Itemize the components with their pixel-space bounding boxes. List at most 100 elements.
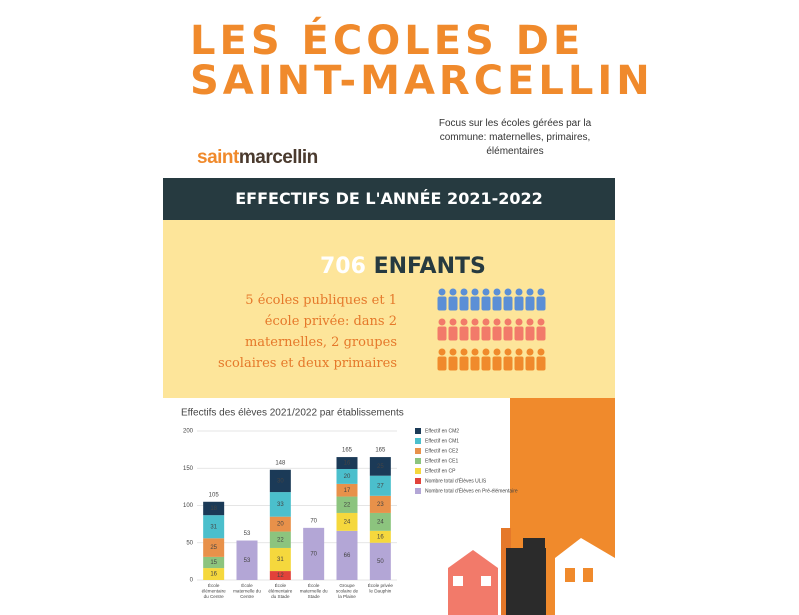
person-icon <box>526 288 534 296</box>
total-label: 105 <box>209 492 220 498</box>
data-label: 23 <box>377 502 384 508</box>
data-label: 70 <box>310 552 317 558</box>
bar-segment <box>269 547 291 572</box>
data-label: 24 <box>377 519 384 525</box>
legend-swatch <box>415 468 421 474</box>
legend-label: Effectif en CE2 <box>425 448 458 454</box>
person-icon <box>459 326 469 341</box>
person-icon <box>515 318 523 326</box>
description: 5 écoles publiques et 1 école privée: da… <box>218 293 397 371</box>
person-icon <box>437 296 447 311</box>
person-icon <box>449 288 457 296</box>
subtitle: Focus sur les écoles gérées par la commu… <box>438 118 592 157</box>
person-icon <box>504 348 512 356</box>
data-label: 31 <box>277 557 284 563</box>
person-icon <box>448 326 458 341</box>
data-label: 66 <box>344 553 351 559</box>
person-icon <box>482 288 490 296</box>
legend-label: Effectif en CP <box>425 468 456 474</box>
y-tick-label: 200 <box>183 429 194 435</box>
person-icon <box>481 356 491 371</box>
legend-swatch <box>415 488 421 494</box>
data-label: 25 <box>377 464 384 470</box>
bar-segment <box>303 527 325 580</box>
person-icon <box>470 326 480 341</box>
total-label: 165 <box>375 448 386 454</box>
bar-segment <box>269 516 291 532</box>
total-label: 148 <box>275 460 286 466</box>
person-icon <box>525 296 535 311</box>
person-icon <box>537 318 545 326</box>
total-label: 70 <box>310 518 317 524</box>
count-number: 706 <box>320 254 366 279</box>
person-icon <box>514 326 524 341</box>
bar-segment <box>369 457 391 476</box>
person-icon <box>504 318 512 326</box>
chart-title: Effectifs des élèves 2021/2022 par établ… <box>181 408 404 419</box>
person-icon <box>481 326 491 341</box>
buildings <box>448 538 615 615</box>
person-icon <box>448 356 458 371</box>
person-icon <box>493 318 501 326</box>
data-label: 18 <box>210 506 217 512</box>
legend-swatch <box>415 438 421 444</box>
data-label: 16 <box>377 534 384 540</box>
person-icon <box>481 296 491 311</box>
bar-segment <box>336 530 358 580</box>
person-icon <box>459 356 469 371</box>
bar-segment <box>203 515 225 539</box>
data-label: 50 <box>377 559 384 565</box>
data-label: 16 <box>210 572 217 578</box>
bar-segment <box>203 538 225 557</box>
person-icon <box>514 296 524 311</box>
person-icon <box>482 318 490 326</box>
person-icon <box>503 326 513 341</box>
person-icon <box>492 296 502 311</box>
bar-segment <box>269 571 291 580</box>
data-label: 20 <box>344 474 351 480</box>
data-label: 15 <box>210 560 217 566</box>
person-icon <box>471 348 479 356</box>
person-icon <box>525 326 535 341</box>
person-icon <box>438 318 446 326</box>
person-icon <box>493 288 501 296</box>
logo: saintmarcellin <box>197 147 318 169</box>
data-label: 24 <box>344 519 351 525</box>
data-label: 33 <box>277 502 284 508</box>
title: SAINT-MARCELLIN <box>190 58 654 104</box>
person-icon <box>526 348 534 356</box>
person-icon <box>460 318 468 326</box>
bar-segment <box>269 531 291 548</box>
person-icon <box>536 296 546 311</box>
bar-segment <box>269 469 291 493</box>
legend-label: Nombre total d'Élèves en Pré-élémentaire <box>425 487 518 494</box>
data-label: 27 <box>377 483 384 489</box>
person-icon <box>493 348 501 356</box>
data-label: 20 <box>277 522 284 528</box>
person-icon <box>448 296 458 311</box>
y-tick-label: 150 <box>183 466 194 472</box>
person-icon <box>503 296 513 311</box>
x-tick-label: École maternelle du Centre <box>233 582 261 599</box>
x-tick-label: Groupe scolaire de la Plaine <box>336 583 359 599</box>
people-icons <box>437 288 546 371</box>
y-tick-label: 0 <box>190 578 194 584</box>
legend-label: Effectif en CE1 <box>425 458 458 464</box>
person-icon <box>438 288 446 296</box>
total-label: 165 <box>342 448 353 454</box>
legend-swatch <box>415 478 421 484</box>
count: 706 ENFANTS <box>320 254 486 279</box>
person-icon <box>482 348 490 356</box>
person-icon <box>460 348 468 356</box>
bar-segment <box>369 475 391 496</box>
legend-label: Effectif en CM1 <box>425 438 459 444</box>
legend-swatch <box>415 428 421 434</box>
bar-segment <box>369 495 391 513</box>
person-icon <box>470 356 480 371</box>
person-icon <box>470 296 480 311</box>
person-icon <box>514 356 524 371</box>
bar-segment <box>336 483 358 497</box>
chart: Effectifs des élèves 2021/2022 par établ… <box>163 398 615 615</box>
person-icon <box>537 348 545 356</box>
